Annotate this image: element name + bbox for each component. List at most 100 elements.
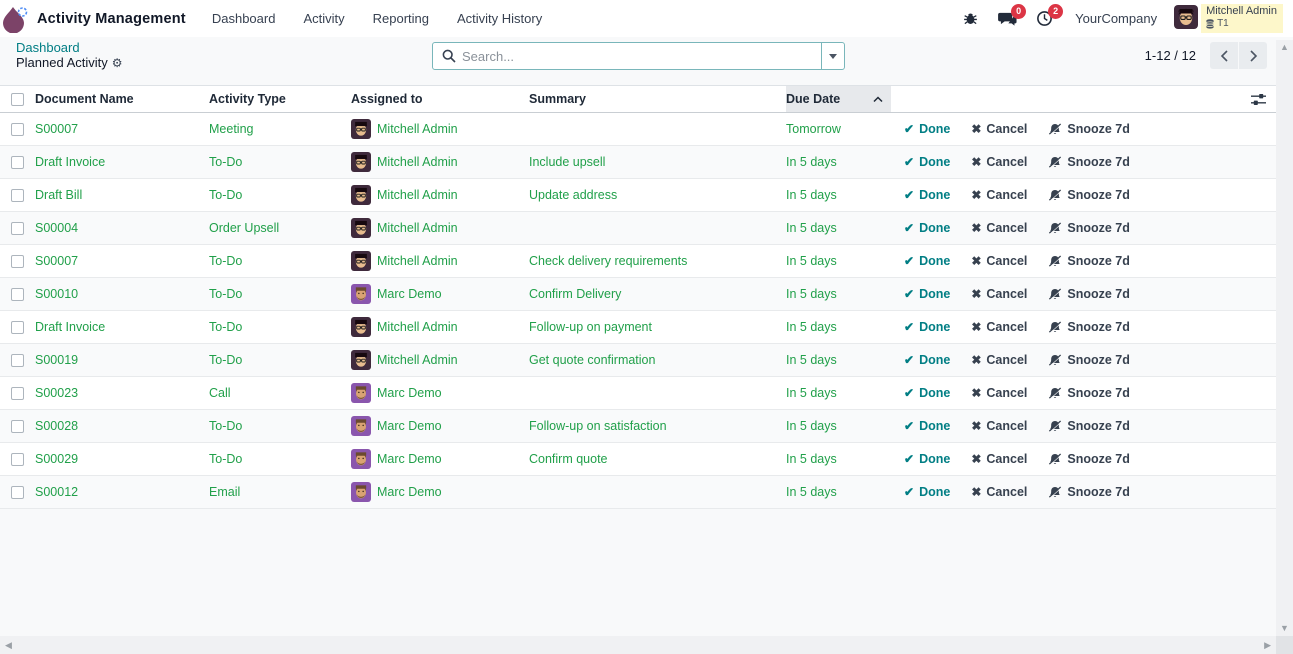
menu-activity-history[interactable]: Activity History: [457, 11, 543, 26]
table-row[interactable]: S00019 To-Do Mitchell Admin: [0, 344, 1281, 377]
table-row[interactable]: S00007 Meeting Mitchell Admin: [0, 113, 1281, 146]
snooze-button[interactable]: Snooze 7d: [1048, 353, 1130, 367]
due-date-cell[interactable]: Tomorrow: [786, 122, 841, 136]
scroll-up-icon[interactable]: ▲: [1280, 42, 1289, 52]
done-button[interactable]: ✔ Done: [904, 485, 950, 499]
scroll-right-icon[interactable]: ▶: [1264, 639, 1271, 650]
activity-type-cell[interactable]: To-Do: [209, 254, 243, 268]
activity-type-cell[interactable]: To-Do: [209, 419, 243, 433]
summary-cell[interactable]: Confirm Delivery: [529, 287, 622, 301]
done-button[interactable]: ✔ Done: [904, 452, 950, 466]
cancel-button[interactable]: ✖ Cancel: [971, 485, 1027, 499]
scroll-down-icon[interactable]: ▼: [1280, 623, 1289, 633]
document-name-cell[interactable]: S00029: [35, 452, 79, 466]
document-name-cell[interactable]: Draft Invoice: [35, 155, 106, 169]
snooze-button[interactable]: Snooze 7d: [1048, 485, 1130, 499]
row-checkbox[interactable]: [11, 287, 24, 301]
column-header-due-date[interactable]: Due Date: [786, 86, 891, 112]
assigned-to-cell[interactable]: Marc Demo: [351, 416, 529, 436]
due-date-cell[interactable]: In 5 days: [786, 221, 837, 235]
row-checkbox[interactable]: [11, 221, 24, 235]
scroll-left-icon[interactable]: ◀: [5, 639, 12, 650]
summary-cell[interactable]: Confirm quote: [529, 452, 608, 466]
activity-type-cell[interactable]: Email: [209, 485, 241, 499]
due-date-cell[interactable]: In 5 days: [786, 155, 837, 169]
table-row[interactable]: S00012 Email Marc Demo: [0, 476, 1281, 509]
assigned-to-cell[interactable]: Mitchell Admin: [351, 317, 529, 337]
summary-cell[interactable]: Follow-up on satisfaction: [529, 419, 667, 433]
menu-dashboard[interactable]: Dashboard: [211, 11, 276, 26]
snooze-button[interactable]: Snooze 7d: [1048, 188, 1130, 202]
optional-columns-toggle[interactable]: [1235, 86, 1281, 112]
due-date-cell[interactable]: In 5 days: [786, 485, 837, 499]
document-name-cell[interactable]: Draft Bill: [35, 188, 83, 202]
done-button[interactable]: ✔ Done: [904, 320, 950, 334]
done-button[interactable]: ✔ Done: [904, 188, 950, 202]
snooze-button[interactable]: Snooze 7d: [1048, 452, 1130, 466]
table-row[interactable]: S00028 To-Do Marc Demo: [0, 410, 1281, 443]
activity-type-cell[interactable]: To-Do: [209, 353, 243, 367]
summary-cell[interactable]: Include upsell: [529, 155, 606, 169]
snooze-button[interactable]: Snooze 7d: [1048, 419, 1130, 433]
column-header-assigned-to[interactable]: Assigned to: [351, 92, 423, 106]
activity-type-cell[interactable]: Call: [209, 386, 231, 400]
debug-bug-icon[interactable]: [960, 9, 980, 29]
table-row[interactable]: S00029 To-Do Marc Demo: [0, 443, 1281, 476]
row-checkbox[interactable]: [11, 485, 24, 499]
row-checkbox[interactable]: [11, 254, 24, 268]
due-date-cell[interactable]: In 5 days: [786, 287, 837, 301]
snooze-button[interactable]: Snooze 7d: [1048, 122, 1130, 136]
cancel-button[interactable]: ✖ Cancel: [971, 221, 1027, 235]
assigned-to-cell[interactable]: Marc Demo: [351, 284, 529, 304]
cancel-button[interactable]: ✖ Cancel: [971, 155, 1027, 169]
summary-cell[interactable]: Get quote confirmation: [529, 353, 656, 367]
row-checkbox[interactable]: [11, 452, 24, 466]
activity-type-cell[interactable]: To-Do: [209, 287, 243, 301]
assigned-to-cell[interactable]: Mitchell Admin: [351, 185, 529, 205]
table-row[interactable]: Draft Invoice To-Do Mitchell Admin: [0, 146, 1281, 179]
user-menu[interactable]: Mitchell Admin T1: [1174, 4, 1283, 33]
activity-type-cell[interactable]: Order Upsell: [209, 221, 280, 235]
row-checkbox[interactable]: [11, 155, 24, 169]
row-checkbox[interactable]: [11, 386, 24, 400]
done-button[interactable]: ✔ Done: [904, 287, 950, 301]
document-name-cell[interactable]: S00023: [35, 386, 79, 400]
cancel-button[interactable]: ✖ Cancel: [971, 188, 1027, 202]
snooze-button[interactable]: Snooze 7d: [1048, 254, 1130, 268]
app-logo-drop-icon[interactable]: [1, 5, 28, 33]
document-name-cell[interactable]: Draft Invoice: [35, 320, 106, 334]
table-row[interactable]: S00010 To-Do Marc Demo: [0, 278, 1281, 311]
messages-icon[interactable]: 0: [997, 3, 1027, 29]
document-name-cell[interactable]: S00004: [35, 221, 79, 235]
due-date-cell[interactable]: In 5 days: [786, 188, 837, 202]
column-header-document-name[interactable]: Document Name: [35, 92, 134, 106]
cancel-button[interactable]: ✖ Cancel: [971, 452, 1027, 466]
gear-icon[interactable]: ⚙: [111, 56, 123, 70]
snooze-button[interactable]: Snooze 7d: [1048, 221, 1130, 235]
document-name-cell[interactable]: S00007: [35, 122, 79, 136]
cancel-button[interactable]: ✖ Cancel: [971, 122, 1027, 136]
table-row[interactable]: S00023 Call Marc Demo: [0, 377, 1281, 410]
cancel-button[interactable]: ✖ Cancel: [971, 287, 1027, 301]
document-name-cell[interactable]: S00019: [35, 353, 79, 367]
due-date-cell[interactable]: In 5 days: [786, 452, 837, 466]
done-button[interactable]: ✔ Done: [904, 386, 950, 400]
document-name-cell[interactable]: S00010: [35, 287, 79, 301]
assigned-to-cell[interactable]: Mitchell Admin: [351, 350, 529, 370]
row-checkbox[interactable]: [11, 122, 24, 136]
assigned-to-cell[interactable]: Marc Demo: [351, 449, 529, 469]
summary-cell[interactable]: Follow-up on payment: [529, 320, 652, 334]
due-date-cell[interactable]: In 5 days: [786, 353, 837, 367]
done-button[interactable]: ✔ Done: [904, 419, 950, 433]
due-date-cell[interactable]: In 5 days: [786, 254, 837, 268]
due-date-cell[interactable]: In 5 days: [786, 386, 837, 400]
menu-reporting[interactable]: Reporting: [372, 11, 429, 26]
activity-type-cell[interactable]: To-Do: [209, 320, 243, 334]
done-button[interactable]: ✔ Done: [904, 155, 950, 169]
row-checkbox[interactable]: [11, 320, 24, 334]
table-row[interactable]: S00004 Order Upsell Mitchell Admin: [0, 212, 1281, 245]
table-row[interactable]: Draft Bill To-Do Mitchell Admin: [0, 179, 1281, 212]
activity-type-cell[interactable]: To-Do: [209, 452, 243, 466]
select-all-checkbox[interactable]: [11, 92, 24, 106]
activities-clock-icon[interactable]: 2: [1034, 3, 1064, 29]
